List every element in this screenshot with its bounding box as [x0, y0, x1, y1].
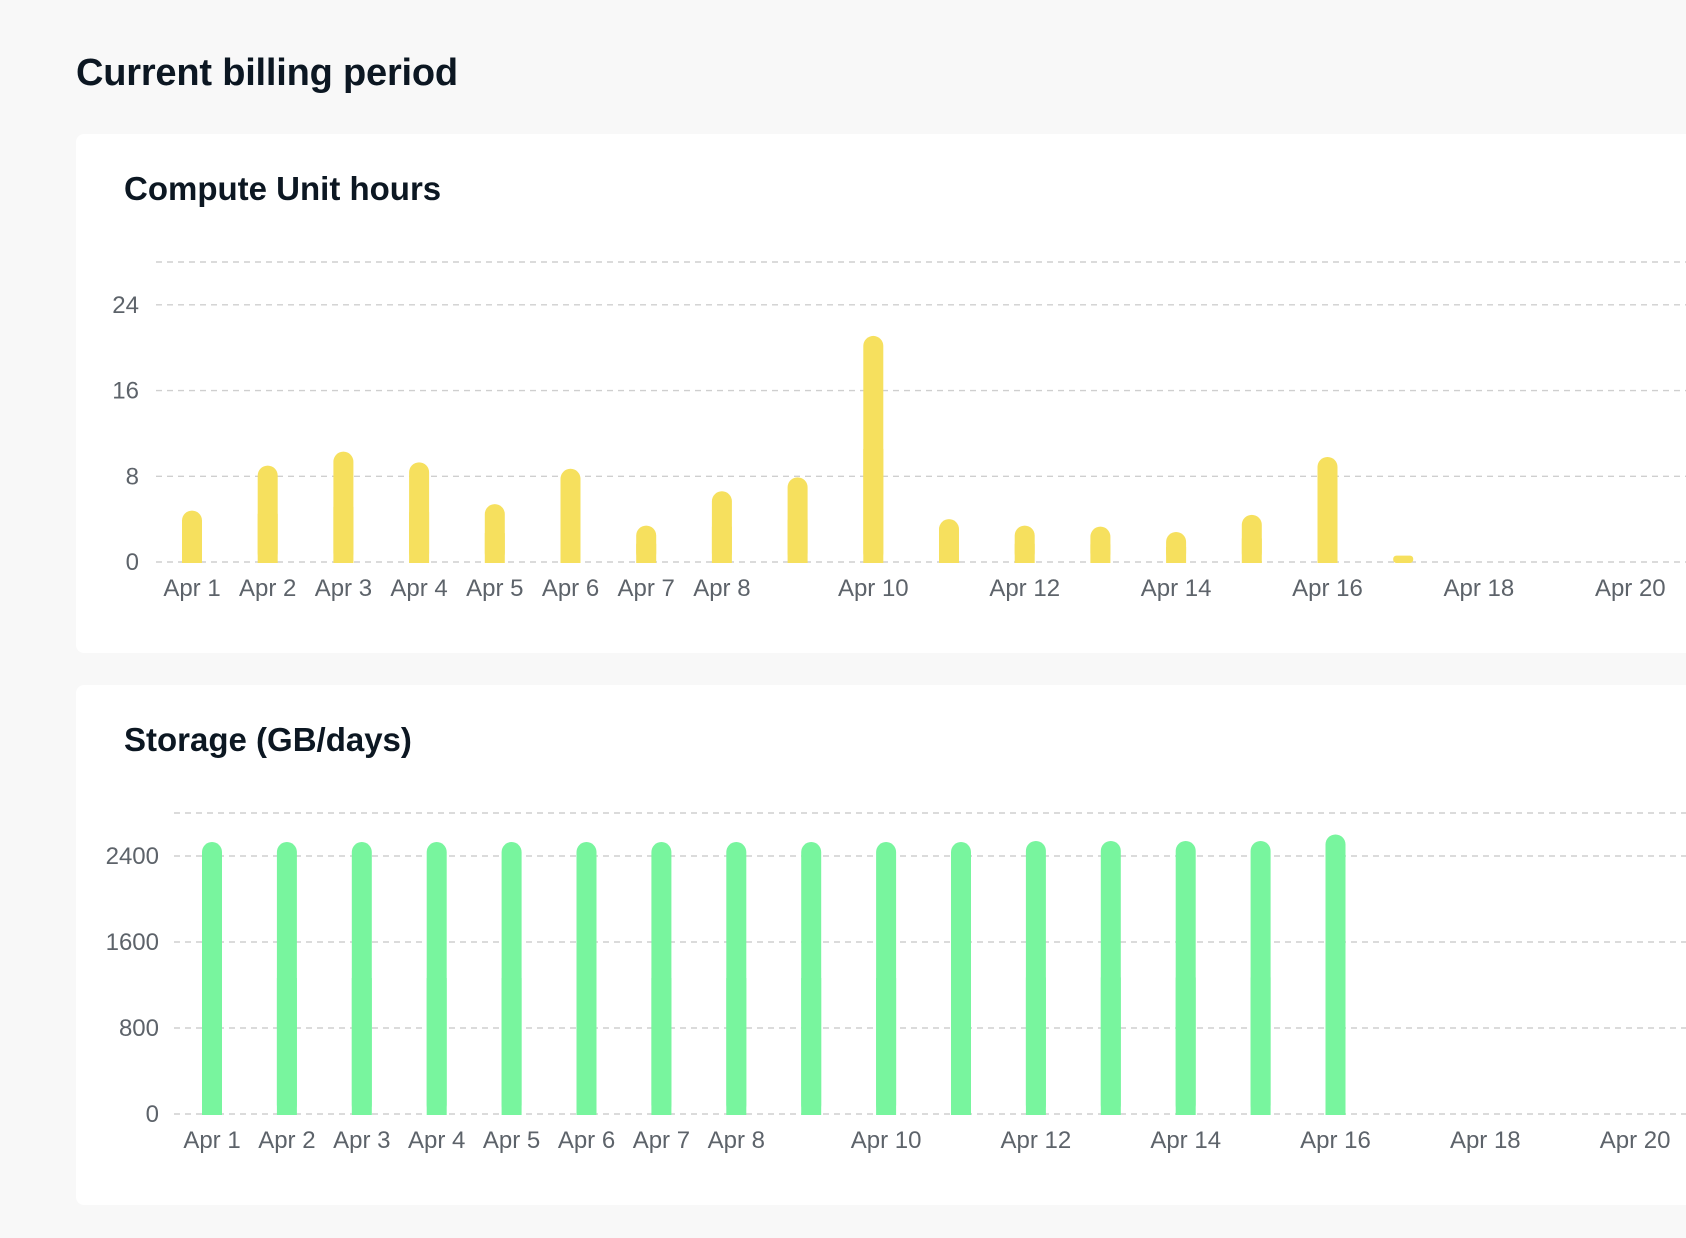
compute-bar-base	[333, 506, 354, 563]
storage-chart: 0 800 1600 2400 Apr 1 Apr 2 Apr 3 Apr 4 Apr 5 Apr…	[106, 812, 1686, 1154]
storage-x-tick-label: Apr 4	[408, 1127, 465, 1154]
compute-bar-base	[711, 526, 732, 563]
compute-bar-base	[257, 513, 278, 563]
compute-x-tick-label: Apr 10	[838, 575, 909, 602]
storage-x-tick-label: Apr 2	[258, 1127, 315, 1154]
compute-y-tick-label: 0	[126, 549, 139, 576]
compute-hours-card: Compute Unit hours 0 8 16 24 Apr 1 Apr 2 Apr 3…	[76, 134, 1686, 653]
compute-bar-base	[1166, 547, 1187, 563]
compute-bar-base	[560, 515, 581, 563]
storage-bar-base	[576, 978, 597, 1115]
storage-bar-base	[801, 978, 822, 1115]
storage-x-tick-label: Apr 18	[1450, 1127, 1521, 1154]
compute-bar-base	[939, 540, 959, 563]
storage-x-tick-label: Apr 16	[1300, 1127, 1371, 1154]
storage-x-tick-label: Apr 14	[1150, 1127, 1221, 1154]
compute-x-tick-label: Apr 14	[1141, 575, 1212, 602]
storage-bar-base	[351, 978, 372, 1115]
compute-bar[interactable]	[1393, 555, 1414, 563]
compute-hours-title: Compute Unit hours	[124, 170, 442, 207]
storage-x-tick-label: Apr 7	[633, 1127, 690, 1154]
storage-bar-base	[202, 978, 222, 1115]
compute-x-tick-label: Apr 5	[466, 575, 523, 602]
storage-x-tick-label: Apr 6	[558, 1127, 615, 1154]
compute-bar-base	[182, 536, 202, 563]
compute-y-tick-label: 8	[126, 463, 139, 490]
storage-y-tick-label: 1600	[106, 929, 159, 956]
storage-card: Storage (GB/days) 0 800 1600 2400 Apr 1 Apr 2…	[76, 685, 1686, 1205]
storage-bar-base	[651, 978, 672, 1115]
compute-x-tick-label: Apr 6	[542, 575, 599, 602]
storage-x-tick-label: Apr 5	[483, 1127, 540, 1154]
storage-title: Storage (GB/days)	[124, 721, 412, 758]
compute-y-tick-label: 16	[112, 378, 139, 405]
compute-x-tick-label: Apr 4	[390, 575, 447, 602]
storage-bar-base	[951, 978, 971, 1115]
storage-x-tick-label: Apr 8	[708, 1127, 765, 1154]
storage-y-tick-label: 0	[146, 1101, 159, 1128]
storage-bar-base	[726, 978, 747, 1115]
storage-bar-base	[1325, 974, 1346, 1115]
compute-bar-base	[1090, 544, 1111, 563]
page-title: Current billing period	[76, 52, 458, 94]
compute-bar-base	[409, 512, 430, 563]
storage-bar-base	[1025, 977, 1046, 1115]
compute-x-tick-label: Apr 7	[618, 575, 675, 602]
compute-bar-base	[787, 519, 808, 563]
storage-bar-base	[276, 978, 297, 1115]
compute-x-tick-label: Apr 12	[989, 575, 1060, 602]
storage-x-tick-label: Apr 3	[333, 1127, 390, 1154]
storage-x-tick-label: Apr 20	[1600, 1127, 1671, 1154]
compute-bar-base	[484, 533, 505, 563]
compute-y-tick-label: 24	[112, 292, 139, 319]
compute-x-tick-label: Apr 18	[1444, 575, 1515, 602]
storage-bar-base	[501, 978, 522, 1115]
compute-x-tick-label: Apr 2	[239, 575, 296, 602]
storage-bar-base	[426, 978, 447, 1115]
compute-hours-chart: 0 8 16 24 Apr 1 Apr 2 Apr 3 Apr 4 Apr 5 Apr 6 Apr …	[112, 261, 1686, 602]
compute-x-tick-label: Apr 3	[315, 575, 372, 602]
compute-bar-base	[1241, 538, 1262, 563]
storage-bar-base	[876, 978, 897, 1115]
compute-x-tick-label: Apr 1	[163, 575, 220, 602]
compute-bar-base	[1014, 543, 1035, 563]
compute-x-tick-label: Apr 20	[1595, 575, 1666, 602]
compute-bar-base	[1317, 509, 1338, 563]
storage-bar-base	[1250, 977, 1271, 1115]
storage-x-tick-label: Apr 1	[183, 1127, 240, 1154]
storage-y-tick-label: 2400	[106, 843, 159, 870]
storage-y-tick-label: 800	[119, 1015, 159, 1042]
compute-bar-base	[863, 448, 884, 563]
compute-x-tick-label: Apr 16	[1292, 575, 1363, 602]
storage-x-tick-label: Apr 10	[851, 1127, 922, 1154]
storage-x-tick-label: Apr 12	[1001, 1127, 1072, 1154]
storage-bar-base	[1175, 977, 1196, 1115]
storage-bar-base	[1100, 977, 1121, 1115]
compute-x-tick-label: Apr 8	[693, 575, 750, 602]
compute-bar-base	[636, 543, 657, 563]
